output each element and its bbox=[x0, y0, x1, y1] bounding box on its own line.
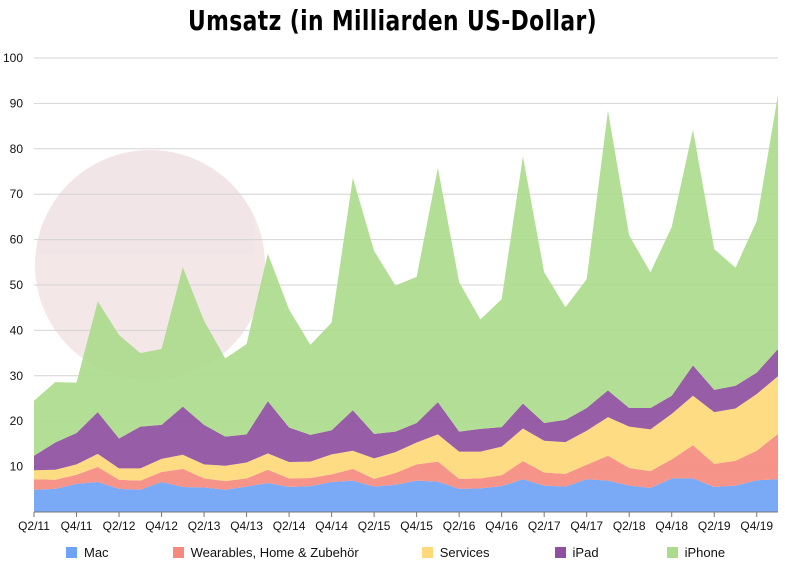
y-tick-label: 30 bbox=[10, 369, 24, 383]
legend-item: Mac bbox=[66, 545, 109, 560]
legend-label: Mac bbox=[84, 544, 109, 560]
legend: Mac Wearables, Home & Zubehör Services iPad… bbox=[66, 544, 725, 560]
legend-label: Services bbox=[439, 544, 490, 560]
area-ipad bbox=[34, 349, 778, 471]
x-tick-label: Q4/12 bbox=[145, 519, 178, 533]
x-tick-label: Q2/18 bbox=[613, 519, 646, 533]
x-tick-label: Q4/15 bbox=[400, 519, 433, 533]
area-iphone bbox=[34, 94, 778, 456]
legend-item: Services bbox=[421, 544, 490, 560]
legend-label: Wearables, Home & Zubehör bbox=[190, 544, 359, 560]
x-tick-label: Q2/11 bbox=[18, 519, 50, 533]
watermark-logo bbox=[35, 150, 265, 380]
x-tick-label: Q4/13 bbox=[230, 519, 263, 533]
x-tick-label: Q2/16 bbox=[443, 519, 476, 533]
legend-label: iPhone bbox=[684, 544, 726, 560]
area-services bbox=[34, 376, 778, 482]
x-tick-label: Q2/19 bbox=[698, 519, 731, 533]
y-tick-label: 20 bbox=[10, 414, 24, 428]
x-tick-labels: Q2/11 Q4/11 Q2/12 Q4/12 Q2/13 Q4/13 Q2/14 Q4/14… bbox=[18, 519, 773, 533]
y-tick-label: 50 bbox=[10, 278, 24, 292]
x-tick-label: Q4/19 bbox=[740, 519, 773, 533]
y-tick-label: 80 bbox=[10, 142, 24, 156]
chart-title: Umsatz (in Milliarden US-Dollar) bbox=[187, 4, 597, 37]
area-wearables-home-zubeh-r bbox=[34, 433, 778, 490]
x-tick-label: Q4/17 bbox=[570, 519, 603, 533]
x-tick-label: Q4/16 bbox=[485, 519, 518, 533]
legend-swatch bbox=[666, 546, 678, 558]
x-tick-label: Q4/18 bbox=[655, 519, 688, 533]
stacked-areas bbox=[34, 94, 778, 512]
legend-label: iPad bbox=[572, 544, 599, 560]
x-tick-label: Q2/14 bbox=[273, 519, 306, 533]
legend-swatch bbox=[172, 546, 184, 558]
legend-swatch bbox=[66, 546, 77, 558]
x-tick-label: Q2/15 bbox=[358, 519, 391, 533]
y-tick-label: 90 bbox=[10, 96, 24, 110]
x-tick-label: Q2/13 bbox=[188, 519, 221, 533]
legend-swatch bbox=[554, 546, 566, 558]
y-tick-label: 70 bbox=[10, 187, 24, 201]
y-tick-labels: 10 20 30 40 50 60 70 80 90 100 bbox=[3, 51, 23, 474]
x-tick-label: Q4/11 bbox=[61, 519, 93, 533]
y-tick-label: 60 bbox=[10, 233, 24, 247]
x-tick-label: Q2/12 bbox=[103, 519, 136, 533]
legend-item: iPhone bbox=[666, 544, 726, 560]
legend-swatch bbox=[421, 546, 433, 558]
legend-item: iPad bbox=[554, 544, 599, 560]
area-mac bbox=[34, 478, 778, 512]
y-tick-label: 10 bbox=[10, 460, 24, 474]
y-tick-label: 40 bbox=[10, 323, 24, 337]
legend-item: Wearables, Home & Zubehör bbox=[172, 544, 359, 560]
x-tick-label: Q2/17 bbox=[528, 519, 561, 533]
y-tick-label: 100 bbox=[3, 51, 23, 65]
x-tick-label: Q4/14 bbox=[315, 519, 348, 533]
axes bbox=[33, 511, 778, 517]
